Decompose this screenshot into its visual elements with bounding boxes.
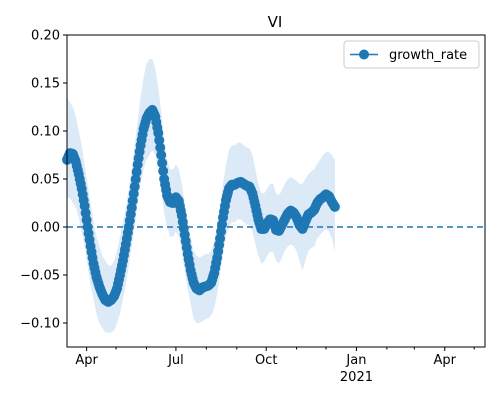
plot-area [62, 59, 485, 333]
y-tick-label: 0.10 [31, 125, 60, 140]
x-tick-label: Jul [167, 353, 184, 368]
growth-rate-point [155, 142, 166, 153]
legend-box [343, 40, 480, 69]
growth-rate-point [153, 127, 164, 138]
y-tick-label: 0.15 [31, 77, 60, 92]
growth-rate-markers [62, 104, 340, 307]
growth-rate-point [130, 174, 141, 185]
legend-marker-swatch [359, 49, 369, 60]
growth-rate-point [157, 158, 168, 168]
x-tick-year-label: 2021 [340, 370, 373, 385]
growth-rate-point [154, 135, 165, 146]
y-tick-label: 0.20 [31, 29, 60, 44]
y-tick-label: 0.00 [31, 221, 60, 236]
x-tick-label: Apr [434, 353, 457, 368]
confidence-band [67, 59, 335, 333]
chart-title: VI [268, 13, 283, 31]
y-tick-label: −0.10 [20, 317, 60, 332]
growth-rate-point [129, 181, 140, 192]
plot-frame [66, 34, 486, 348]
x-tick-label: Jan [345, 353, 366, 368]
x-tick-label: Oct [255, 353, 277, 368]
y-tick-label: −0.05 [20, 269, 60, 284]
legend-label: growth_rate [389, 48, 467, 63]
growth-rate-point [156, 150, 167, 160]
y-axis: −0.10 −0.05 0.00 0.05 0.10 0.15 0.20 [20, 29, 67, 332]
x-axis: Apr Jul Oct Jan 2021 Apr [75, 347, 475, 385]
x-tick-label: Apr [75, 353, 98, 368]
legend: growth_rate [343, 40, 480, 69]
growth-rate-point [329, 201, 340, 212]
y-tick-label: 0.05 [31, 173, 60, 188]
growth-rate-point [158, 166, 169, 176]
growth-rate-point [131, 166, 142, 177]
